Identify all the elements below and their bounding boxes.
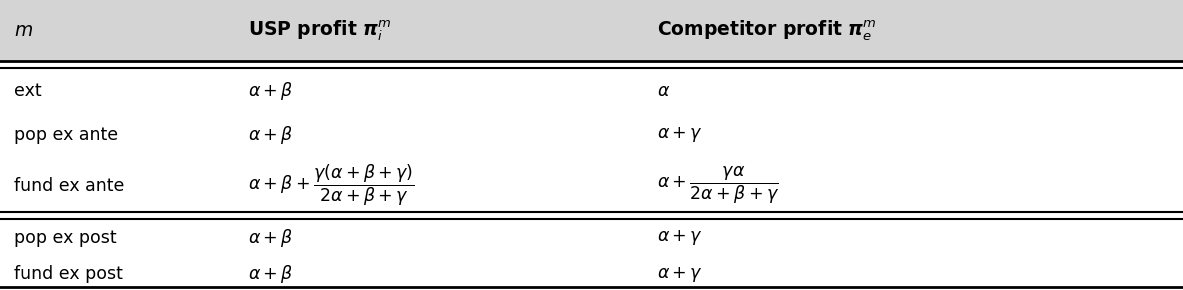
Text: $\alpha + \beta$: $\alpha + \beta$ <box>248 80 293 102</box>
Text: $\alpha + \beta$: $\alpha + \beta$ <box>248 227 293 249</box>
Text: $\alpha + \beta$: $\alpha + \beta$ <box>248 124 293 146</box>
Text: $\alpha + \gamma$: $\alpha + \gamma$ <box>657 125 703 144</box>
Text: ext: ext <box>14 82 41 100</box>
Text: $\alpha + \gamma$: $\alpha + \gamma$ <box>657 264 703 284</box>
Text: $\mathit{m}$: $\mathit{m}$ <box>14 21 33 40</box>
Text: USP profit $\boldsymbol{\pi}_i^m$: USP profit $\boldsymbol{\pi}_i^m$ <box>248 18 392 43</box>
Text: $\alpha + \dfrac{\gamma\alpha}{2\alpha + \beta + \gamma}$: $\alpha + \dfrac{\gamma\alpha}{2\alpha +… <box>657 165 778 206</box>
Text: $\alpha$: $\alpha$ <box>657 82 670 100</box>
Text: $\alpha + \gamma$: $\alpha + \gamma$ <box>657 228 703 247</box>
Text: fund ex post: fund ex post <box>14 265 123 283</box>
Text: $\alpha + \beta$: $\alpha + \beta$ <box>248 263 293 285</box>
Text: fund ex ante: fund ex ante <box>14 177 124 195</box>
Bar <box>0 0 1183 61</box>
Text: pop ex ante: pop ex ante <box>14 126 118 144</box>
Text: $\alpha + \beta + \dfrac{\gamma(\alpha + \beta + \gamma)}{2\alpha + \beta + \gam: $\alpha + \beta + \dfrac{\gamma(\alpha +… <box>248 163 415 208</box>
Text: Competitor profit $\boldsymbol{\pi}_e^m$: Competitor profit $\boldsymbol{\pi}_e^m$ <box>657 18 877 43</box>
Text: pop ex post: pop ex post <box>14 229 117 247</box>
